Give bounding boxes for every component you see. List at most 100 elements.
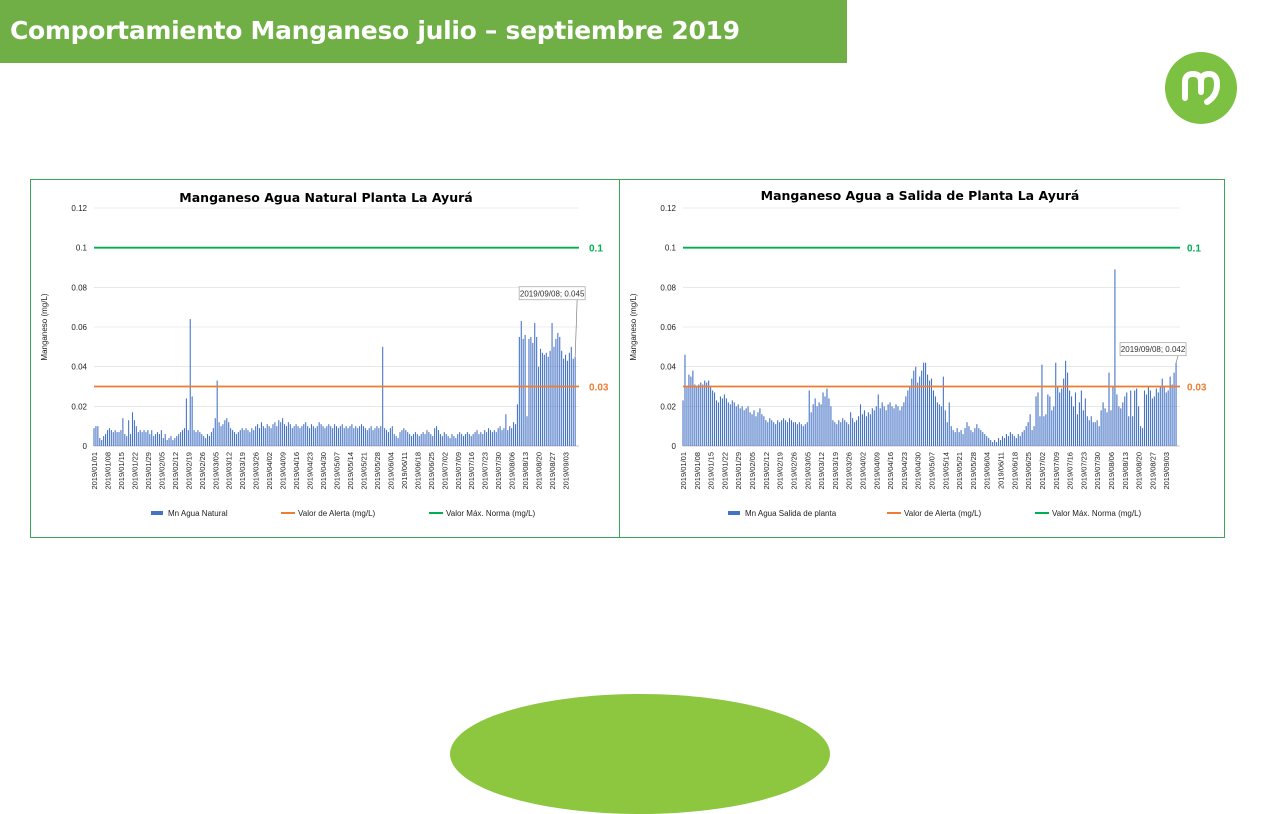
data-bar <box>524 334 526 446</box>
data-bar <box>804 424 806 446</box>
data-bar <box>341 424 343 446</box>
data-bar <box>201 434 203 446</box>
legend-label: Valor de Alerta (mg/L) <box>298 509 376 518</box>
data-bar <box>806 422 808 446</box>
data-bar <box>1124 396 1126 446</box>
data-bar <box>216 380 218 446</box>
y-tick-label: 0.02 <box>71 402 87 411</box>
data-bar <box>790 420 793 446</box>
data-bar <box>557 332 559 446</box>
data-bar <box>1063 378 1065 446</box>
x-tick-label: 2019/05/28 <box>969 452 978 490</box>
data-bar <box>767 422 769 446</box>
x-tick-label: 2019/05/28 <box>373 452 382 490</box>
data-bar <box>974 428 976 446</box>
data-bar <box>295 424 297 446</box>
data-bar <box>885 410 887 446</box>
data-bar <box>153 436 155 446</box>
x-tick-label: 2019/06/25 <box>1024 452 1033 490</box>
data-bar <box>1061 388 1063 446</box>
data-bar <box>996 442 998 446</box>
data-bar <box>526 416 528 446</box>
reference-value-label: 0.1 <box>589 244 603 255</box>
data-bar <box>335 426 338 446</box>
y-tick-label: 0.12 <box>71 204 87 213</box>
data-bar <box>243 430 245 446</box>
data-bar <box>1143 390 1146 446</box>
data-bar <box>276 426 278 446</box>
x-tick-label: 2019/01/22 <box>130 452 139 490</box>
data-bar <box>570 346 572 446</box>
reference-value-label: 0.1 <box>1187 244 1201 255</box>
data-bar <box>928 380 931 446</box>
data-bar <box>208 436 211 446</box>
data-bar <box>289 424 291 446</box>
data-bar <box>420 434 422 446</box>
data-bar <box>865 416 867 446</box>
data-bar <box>176 436 178 446</box>
data-bar <box>149 434 151 446</box>
data-bar <box>191 396 193 446</box>
data-bar <box>988 438 990 446</box>
data-bar <box>1112 386 1114 446</box>
chart-title: Manganeso Agua a Salida de Planta La Ayu… <box>761 188 1080 203</box>
data-bar <box>1065 360 1067 446</box>
chart-panel-agua-salida: Manganeso Agua a Salida de Planta La Ayu… <box>619 179 1225 538</box>
data-bar <box>986 436 988 446</box>
data-bar <box>859 404 862 446</box>
data-bar <box>1041 364 1043 446</box>
data-bar <box>994 440 996 446</box>
decorative-green-arc <box>450 694 830 814</box>
data-bar <box>310 424 313 446</box>
callout-box <box>1119 342 1187 357</box>
data-bar <box>284 424 286 446</box>
data-bar <box>1033 426 1035 446</box>
data-bar <box>818 402 820 446</box>
data-bar <box>174 438 176 446</box>
data-bar <box>998 438 1000 446</box>
data-bar <box>1106 412 1108 446</box>
data-bar <box>551 323 553 446</box>
data-bar <box>875 406 877 446</box>
data-bar <box>714 392 716 446</box>
data-bar <box>984 434 986 446</box>
data-bar <box>1001 436 1004 446</box>
x-tick-label: 2019/08/06 <box>1107 452 1116 490</box>
data-bar <box>798 422 800 446</box>
data-bar <box>230 428 232 446</box>
data-bar <box>1072 406 1075 446</box>
x-tick-label: 2019/07/02 <box>1038 452 1047 490</box>
data-bar <box>802 426 804 446</box>
y-tick-label: 0.06 <box>71 323 87 332</box>
data-bar <box>745 408 747 446</box>
data-bar <box>1120 408 1122 446</box>
data-bar <box>706 382 708 446</box>
data-bar <box>278 420 280 446</box>
data-bar <box>846 422 848 446</box>
data-bar <box>1130 390 1132 446</box>
data-bar <box>257 424 259 446</box>
x-tick-label: 2019/01/01 <box>679 452 688 490</box>
data-bar <box>1084 398 1086 446</box>
y-tick-label: 0 <box>672 442 677 451</box>
data-bar <box>820 404 822 446</box>
data-bar <box>856 420 858 446</box>
data-bar <box>1039 416 1041 446</box>
data-bar <box>1151 398 1153 446</box>
data-bar <box>1128 416 1130 446</box>
data-bar <box>495 432 497 446</box>
data-bar <box>507 430 509 446</box>
data-bar <box>411 436 413 446</box>
data-bar <box>228 422 230 446</box>
data-bar <box>368 428 370 446</box>
data-bar <box>387 432 389 446</box>
data-bar <box>1116 394 1118 446</box>
data-bar <box>158 434 160 446</box>
data-bar <box>360 424 363 446</box>
data-bar <box>1031 430 1033 446</box>
data-bar <box>771 420 773 446</box>
data-bar <box>412 434 415 446</box>
data-bar <box>212 428 214 446</box>
data-bar <box>166 440 168 446</box>
data-bar <box>103 436 105 446</box>
